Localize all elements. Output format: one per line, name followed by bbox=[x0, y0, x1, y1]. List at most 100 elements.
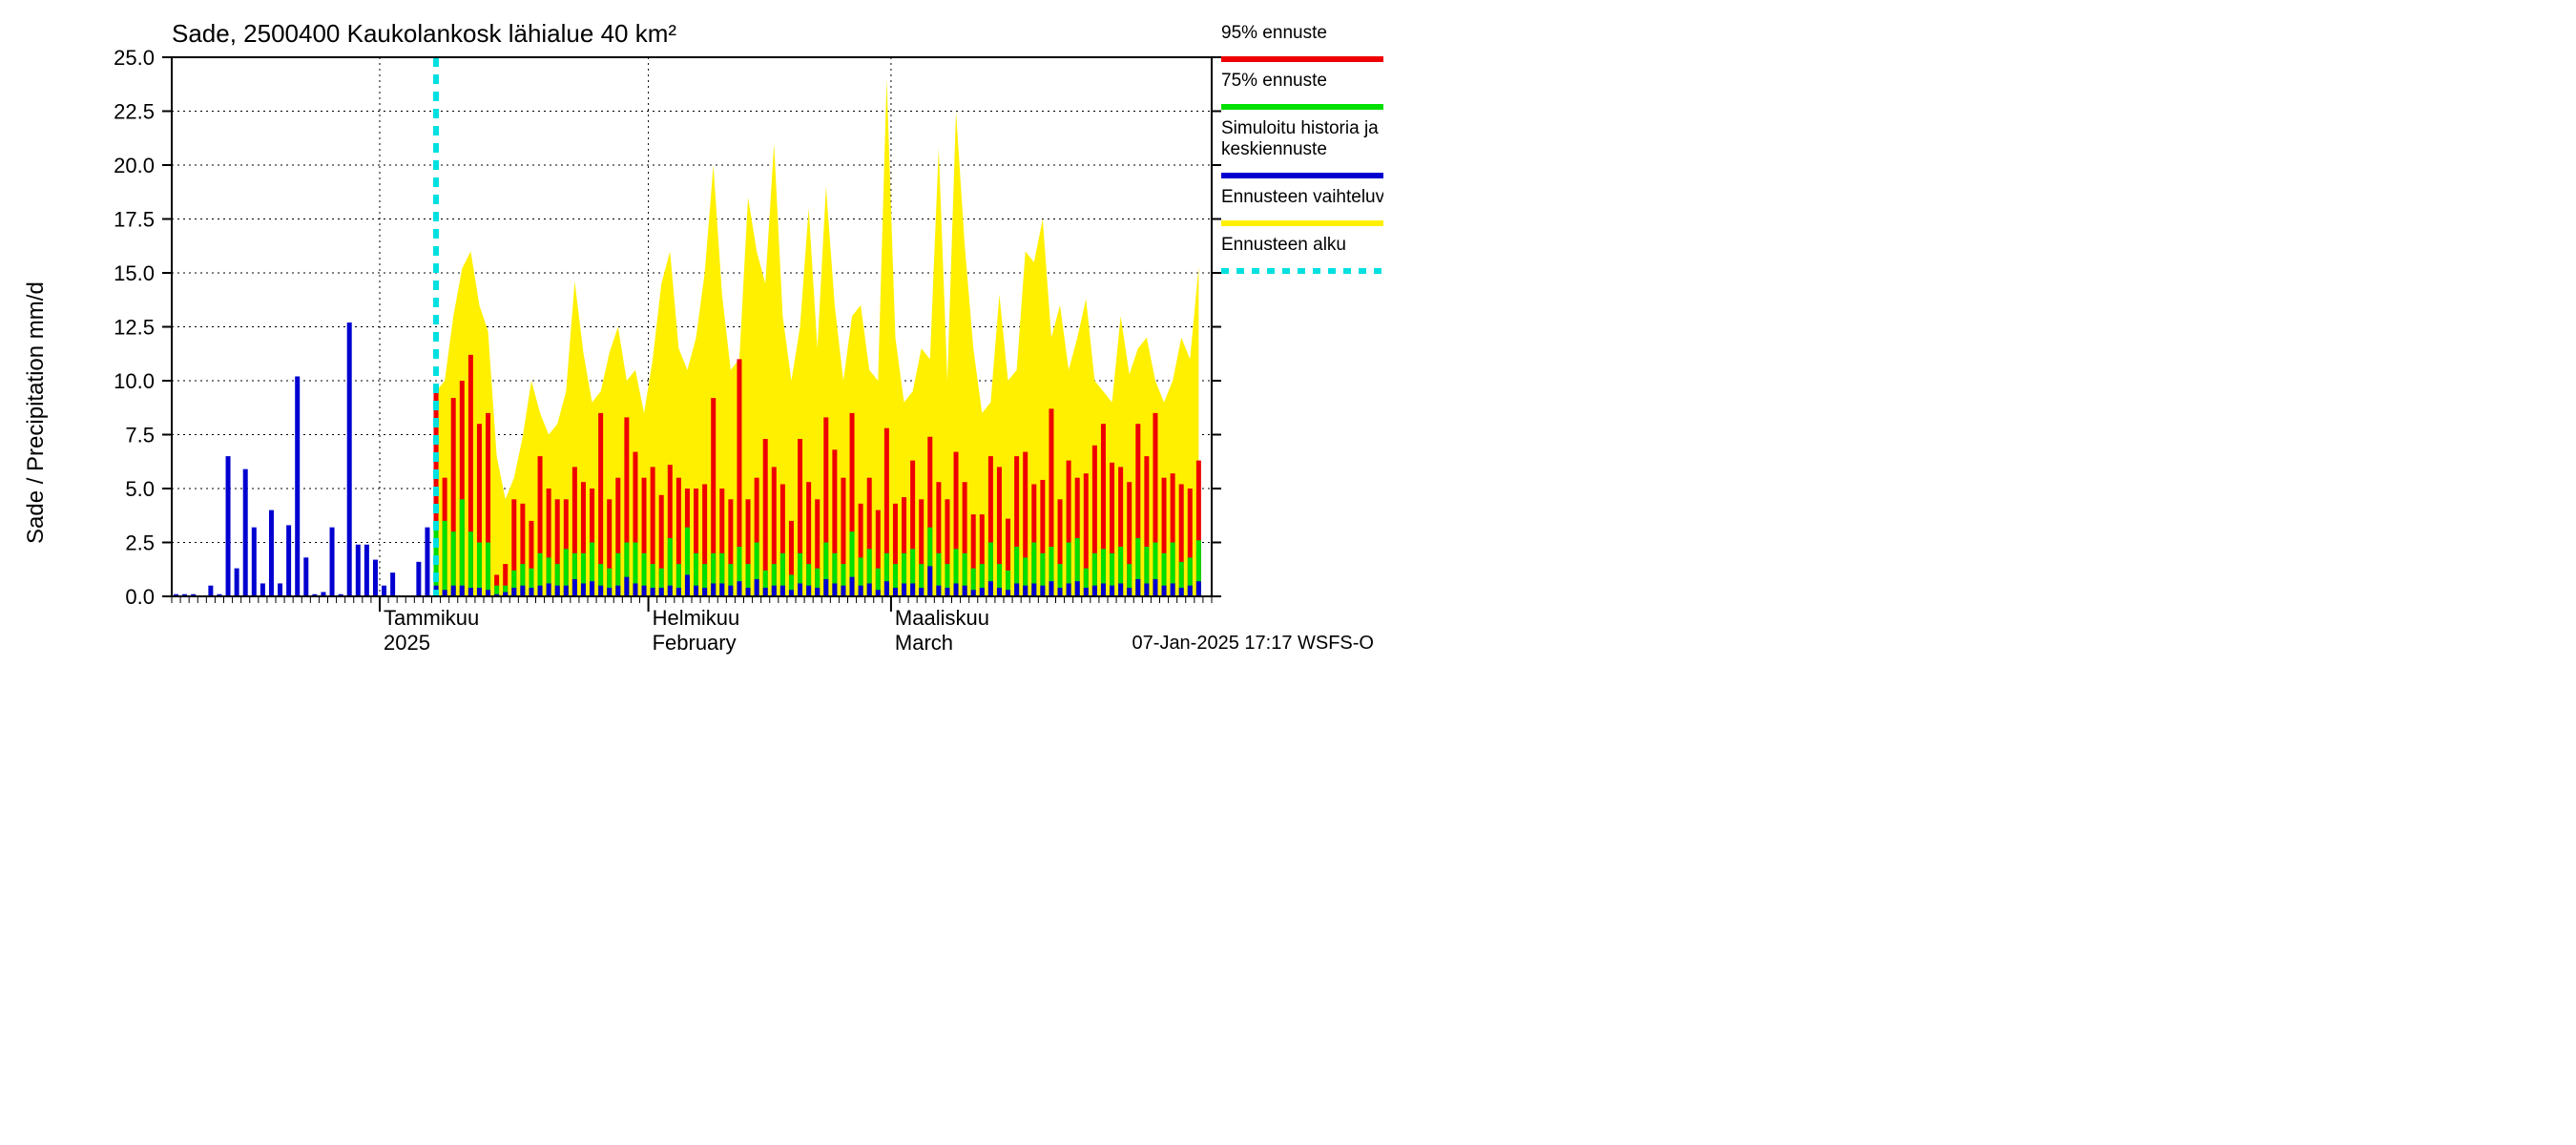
history-bar bbox=[226, 456, 231, 596]
forecast-bar-mean bbox=[1049, 581, 1053, 596]
chart-title: Sade, 2500400 Kaukolankosk lähialue 40 k… bbox=[172, 19, 676, 48]
legend-label: 95% ennuste bbox=[1221, 23, 1327, 43]
forecast-bar-mean bbox=[832, 583, 837, 596]
ytick-label: 10.0 bbox=[114, 369, 155, 393]
history-bar bbox=[303, 557, 308, 596]
forecast-bar-mean bbox=[1196, 581, 1201, 596]
forecast-bar-mean bbox=[988, 581, 993, 596]
forecast-bar-mean bbox=[451, 586, 456, 596]
ytick-label: 20.0 bbox=[114, 154, 155, 177]
history-bar bbox=[416, 562, 421, 596]
forecast-bar-mean bbox=[685, 574, 690, 596]
forecast-bar-mean bbox=[477, 588, 482, 596]
forecast-bar-mean bbox=[468, 588, 473, 596]
history-bar bbox=[235, 569, 239, 596]
forecast-bar-mean bbox=[1040, 586, 1045, 596]
history-bar bbox=[382, 586, 386, 596]
history-bar bbox=[425, 528, 429, 596]
forecast-bar-mean bbox=[780, 586, 785, 596]
forecast-bar-mean bbox=[633, 583, 637, 596]
forecast-bar-mean bbox=[1075, 581, 1080, 596]
forecast-bar-mean bbox=[668, 586, 673, 596]
forecast-bar-mean bbox=[1101, 583, 1106, 596]
forecast-bar-mean bbox=[607, 588, 612, 596]
forecast-bar-mean bbox=[884, 581, 889, 596]
forecast-bar-mean bbox=[581, 583, 586, 596]
forecast-bar-mean bbox=[755, 579, 759, 596]
legend: 95% ennuste 75% ennuste Simuloitu historia… bbox=[1221, 23, 1383, 271]
forecast-bar-mean bbox=[1179, 588, 1184, 596]
forecast-bar-mean bbox=[1188, 586, 1193, 596]
forecast-bar-mean bbox=[659, 588, 664, 596]
forecast-bar-mean bbox=[963, 586, 967, 596]
history-bar bbox=[330, 528, 335, 596]
ytick-label: 22.5 bbox=[114, 100, 155, 124]
ytick-label: 7.5 bbox=[125, 424, 155, 448]
history-bar bbox=[390, 572, 395, 596]
forecast-bar-mean bbox=[460, 586, 465, 596]
forecast-bar-mean bbox=[538, 586, 543, 596]
forecast-bar-mean bbox=[1031, 583, 1036, 596]
forecast-bar-mean bbox=[772, 586, 777, 596]
forecast-bar-mean bbox=[763, 588, 768, 596]
chart-svg: 0.02.55.07.510.012.515.017.520.022.525.0… bbox=[0, 0, 1383, 668]
forecast-bar-mean bbox=[971, 590, 976, 596]
legend-label: 75% ennuste bbox=[1221, 71, 1327, 91]
history-bar bbox=[347, 323, 352, 596]
ytick-label: 25.0 bbox=[114, 46, 155, 70]
forecast-bar-mean bbox=[520, 586, 525, 596]
forecast-bar-mean bbox=[910, 583, 915, 596]
history-bar bbox=[364, 545, 369, 596]
forecast-bar-mean bbox=[936, 586, 941, 596]
forecast-bar-mean bbox=[789, 590, 794, 596]
forecast-bar-mean bbox=[841, 586, 845, 596]
forecast-bar-mean bbox=[642, 586, 647, 596]
forecast-bar-mean bbox=[798, 583, 802, 596]
forecast-bar-mean bbox=[1171, 583, 1175, 596]
forecast-bar-mean bbox=[486, 590, 490, 596]
forecast-bar-mean bbox=[1110, 586, 1114, 596]
forecast-bar-mean bbox=[598, 586, 603, 596]
ytick-label: 0.0 bbox=[125, 585, 155, 609]
forecast-bar-mean bbox=[1127, 588, 1132, 596]
forecast-bar-mean bbox=[1058, 588, 1063, 596]
forecast-bar-mean bbox=[694, 586, 698, 596]
forecast-bar-mean bbox=[555, 586, 560, 596]
history-bar bbox=[356, 545, 361, 596]
forecast-bar-mean bbox=[1118, 583, 1123, 596]
forecast-bar-mean bbox=[1014, 583, 1019, 596]
forecast-bar-mean bbox=[902, 583, 906, 596]
forecast-bar-mean bbox=[867, 583, 872, 596]
forecast-bar-mean bbox=[624, 577, 629, 596]
month-label: Maaliskuu bbox=[895, 606, 989, 630]
forecast-bar-mean bbox=[651, 588, 655, 596]
forecast-bar-mean bbox=[859, 586, 863, 596]
forecast-bar-mean bbox=[564, 586, 569, 596]
month-label-2: 2025 bbox=[384, 631, 430, 655]
month-label-2: February bbox=[653, 631, 737, 655]
forecast-bar-mean bbox=[615, 586, 620, 596]
ytick-label: 15.0 bbox=[114, 261, 155, 285]
forecast-bar-mean bbox=[954, 583, 959, 596]
forecast-bar-mean bbox=[711, 583, 716, 596]
y-axis-label: Sade / Precipitation mm/d bbox=[23, 281, 49, 544]
forecast-bar-mean bbox=[850, 577, 855, 596]
forecast-bar-mean bbox=[728, 586, 733, 596]
forecast-bar-mean bbox=[590, 581, 594, 596]
legend-label: Simuloitu historia ja bbox=[1221, 118, 1379, 138]
forecast-bar-mean bbox=[511, 588, 516, 596]
ytick-label: 2.5 bbox=[125, 531, 155, 555]
forecast-bar-mean bbox=[815, 588, 820, 596]
forecast-bar-mean bbox=[572, 579, 577, 596]
footer-timestamp: 07-Jan-2025 17:17 WSFS-O bbox=[1132, 633, 1374, 654]
forecast-bar-mean bbox=[746, 588, 751, 596]
forecast-bar-75 bbox=[443, 521, 447, 596]
forecast-bar-mean bbox=[1135, 579, 1140, 596]
history-bar bbox=[243, 469, 248, 596]
forecast-bar-mean bbox=[1006, 590, 1010, 596]
forecast-bar-mean bbox=[1084, 588, 1089, 596]
legend-label: Ennusteen vaihteluväli bbox=[1221, 187, 1383, 207]
ytick-label: 17.5 bbox=[114, 208, 155, 232]
forecast-bar-mean bbox=[1067, 583, 1071, 596]
forecast-bar-mean bbox=[1153, 579, 1157, 596]
